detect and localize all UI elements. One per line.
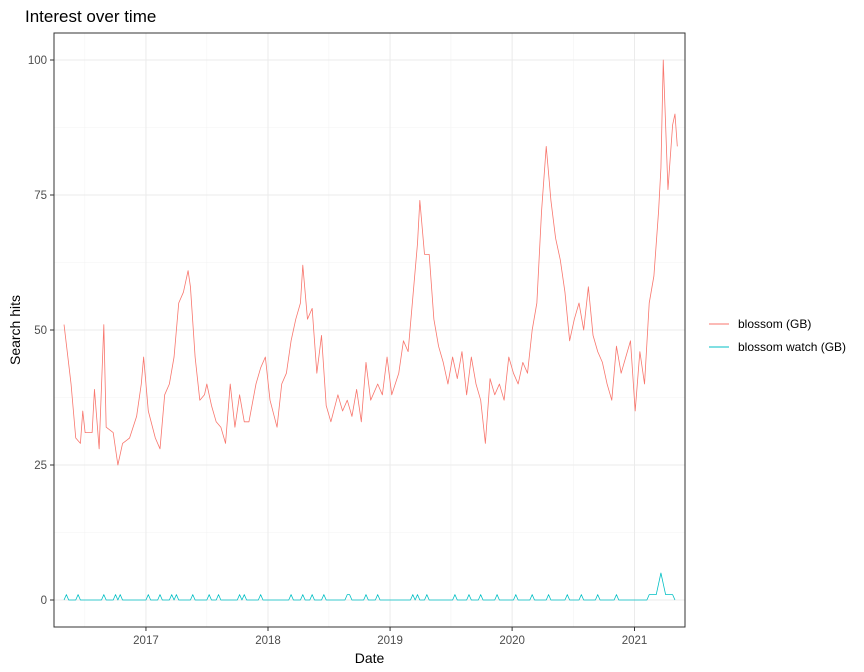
y-axis-title: Search hits xyxy=(7,295,23,365)
legend-label-1: blossom (GB) xyxy=(738,317,811,331)
major-gridlines xyxy=(54,33,685,627)
x-axis: 2017 2018 2019 2020 2021 xyxy=(133,627,647,647)
y-tick-label: 100 xyxy=(28,55,47,67)
y-tick-label: 25 xyxy=(34,460,47,472)
x-tick-label: 2019 xyxy=(377,635,403,647)
x-axis-title: Date xyxy=(355,650,385,666)
series-layer xyxy=(63,59,678,601)
y-tick-label: 50 xyxy=(34,325,47,337)
series-line-1 xyxy=(63,59,678,466)
legend: blossom (GB) blossom watch (GB) xyxy=(709,317,846,354)
x-tick-label: 2018 xyxy=(255,635,281,647)
y-tick-label: 75 xyxy=(34,190,47,202)
y-axis: 0 25 50 75 100 xyxy=(28,55,54,607)
series-line-2 xyxy=(63,572,676,601)
x-tick-label: 2017 xyxy=(133,635,159,647)
x-tick-label: 2021 xyxy=(622,635,648,647)
chart-title: Interest over time xyxy=(25,7,156,26)
legend-label-2: blossom watch (GB) xyxy=(738,340,846,354)
x-tick-label: 2020 xyxy=(499,635,525,647)
y-tick-label: 0 xyxy=(41,595,47,607)
